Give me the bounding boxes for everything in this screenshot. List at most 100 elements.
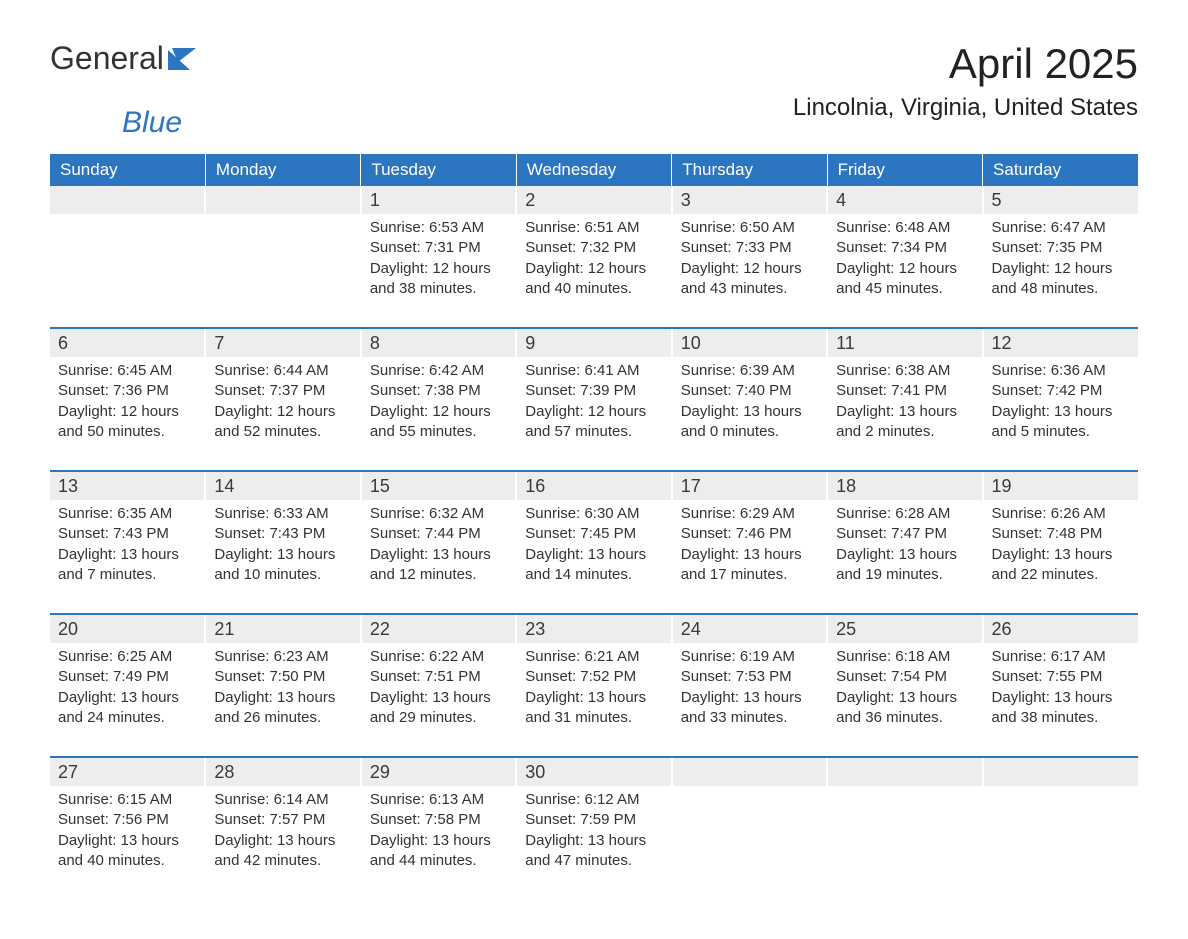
sunrise-text: Sunrise: 6:14 AM — [214, 790, 351, 810]
day-number — [827, 758, 982, 786]
day-cell: Sunrise: 6:45 AMSunset: 7:36 PMDaylight:… — [50, 357, 205, 470]
logo-text-1: General — [50, 40, 164, 77]
day-cell: Sunrise: 6:48 AMSunset: 7:34 PMDaylight:… — [827, 214, 982, 327]
day-cell: Sunrise: 6:25 AMSunset: 7:49 PMDaylight:… — [50, 643, 205, 756]
day-number: 19 — [983, 472, 1138, 500]
daylight-text: Daylight: 13 hours and 17 minutes. — [681, 545, 818, 586]
sunset-text: Sunset: 7:57 PM — [214, 810, 351, 830]
day-cell: Sunrise: 6:28 AMSunset: 7:47 PMDaylight:… — [827, 500, 982, 613]
day-number: 24 — [672, 615, 827, 643]
daylight-text: Daylight: 12 hours and 40 minutes. — [525, 259, 662, 300]
day-number: 20 — [50, 615, 205, 643]
day-cell: Sunrise: 6:50 AMSunset: 7:33 PMDaylight:… — [672, 214, 827, 327]
day-cell: Sunrise: 6:51 AMSunset: 7:32 PMDaylight:… — [516, 214, 671, 327]
sunrise-text: Sunrise: 6:12 AM — [525, 790, 662, 810]
sunrise-text: Sunrise: 6:50 AM — [681, 218, 818, 238]
sunrise-text: Sunrise: 6:32 AM — [370, 504, 507, 524]
day-cell: Sunrise: 6:17 AMSunset: 7:55 PMDaylight:… — [983, 643, 1138, 756]
day-cell: Sunrise: 6:14 AMSunset: 7:57 PMDaylight:… — [205, 786, 360, 899]
day-content-row: Sunrise: 6:53 AMSunset: 7:31 PMDaylight:… — [50, 214, 1138, 327]
sunset-text: Sunset: 7:32 PM — [525, 238, 662, 258]
day-cell: Sunrise: 6:32 AMSunset: 7:44 PMDaylight:… — [361, 500, 516, 613]
day-cell: Sunrise: 6:13 AMSunset: 7:58 PMDaylight:… — [361, 786, 516, 899]
day-number: 11 — [827, 329, 982, 357]
daylight-text: Daylight: 13 hours and 44 minutes. — [370, 831, 507, 872]
sunset-text: Sunset: 7:49 PM — [58, 667, 196, 687]
daylight-text: Daylight: 13 hours and 2 minutes. — [836, 402, 973, 443]
day-content-row: Sunrise: 6:15 AMSunset: 7:56 PMDaylight:… — [50, 786, 1138, 899]
sunset-text: Sunset: 7:40 PM — [681, 381, 818, 401]
sunrise-text: Sunrise: 6:28 AM — [836, 504, 973, 524]
day-number: 6 — [50, 329, 205, 357]
daylight-text: Daylight: 13 hours and 7 minutes. — [58, 545, 196, 586]
day-header-row: Sunday Monday Tuesday Wednesday Thursday… — [50, 154, 1138, 186]
day-cell: Sunrise: 6:29 AMSunset: 7:46 PMDaylight:… — [672, 500, 827, 613]
day-number: 3 — [672, 186, 827, 214]
month-title: April 2025 — [793, 40, 1138, 88]
daylight-text: Daylight: 12 hours and 48 minutes. — [992, 259, 1130, 300]
daylight-text: Daylight: 12 hours and 50 minutes. — [58, 402, 196, 443]
day-content-row: Sunrise: 6:45 AMSunset: 7:36 PMDaylight:… — [50, 357, 1138, 470]
daylight-text: Daylight: 12 hours and 38 minutes. — [370, 259, 507, 300]
daylight-text: Daylight: 13 hours and 36 minutes. — [836, 688, 973, 729]
sunrise-text: Sunrise: 6:19 AM — [681, 647, 818, 667]
sunset-text: Sunset: 7:58 PM — [370, 810, 507, 830]
day-number: 26 — [983, 615, 1138, 643]
day-number-row: 6789101112 — [50, 329, 1138, 357]
sunrise-text: Sunrise: 6:13 AM — [370, 790, 507, 810]
day-header: Tuesday — [361, 154, 516, 186]
daylight-text: Daylight: 13 hours and 31 minutes. — [525, 688, 662, 729]
day-cell: Sunrise: 6:39 AMSunset: 7:40 PMDaylight:… — [672, 357, 827, 470]
day-header: Saturday — [983, 154, 1138, 186]
daylight-text: Daylight: 13 hours and 10 minutes. — [214, 545, 351, 586]
calendar-table: Sunday Monday Tuesday Wednesday Thursday… — [50, 154, 1138, 899]
day-cell: Sunrise: 6:26 AMSunset: 7:48 PMDaylight:… — [983, 500, 1138, 613]
daylight-text: Daylight: 13 hours and 24 minutes. — [58, 688, 196, 729]
sunrise-text: Sunrise: 6:17 AM — [992, 647, 1130, 667]
daylight-text: Daylight: 13 hours and 33 minutes. — [681, 688, 818, 729]
day-number-row: 27282930 — [50, 758, 1138, 786]
sunrise-text: Sunrise: 6:29 AM — [681, 504, 818, 524]
day-content-row: Sunrise: 6:35 AMSunset: 7:43 PMDaylight:… — [50, 500, 1138, 613]
sunrise-text: Sunrise: 6:18 AM — [836, 647, 973, 667]
daylight-text: Daylight: 13 hours and 14 minutes. — [525, 545, 662, 586]
day-number: 5 — [983, 186, 1138, 214]
logo-flag-icon — [168, 48, 196, 70]
day-cell: Sunrise: 6:33 AMSunset: 7:43 PMDaylight:… — [205, 500, 360, 613]
day-cell: Sunrise: 6:23 AMSunset: 7:50 PMDaylight:… — [205, 643, 360, 756]
day-cell — [50, 214, 205, 327]
day-cell: Sunrise: 6:30 AMSunset: 7:45 PMDaylight:… — [516, 500, 671, 613]
day-number: 8 — [361, 329, 516, 357]
day-number: 17 — [672, 472, 827, 500]
sunset-text: Sunset: 7:47 PM — [836, 524, 973, 544]
sunset-text: Sunset: 7:42 PM — [992, 381, 1130, 401]
day-cell — [827, 786, 982, 899]
sunrise-text: Sunrise: 6:51 AM — [525, 218, 662, 238]
location-label: Lincolnia, Virginia, United States — [793, 94, 1138, 122]
sunset-text: Sunset: 7:51 PM — [370, 667, 507, 687]
daylight-text: Daylight: 13 hours and 22 minutes. — [992, 545, 1130, 586]
day-number: 23 — [516, 615, 671, 643]
sunrise-text: Sunrise: 6:25 AM — [58, 647, 196, 667]
sunset-text: Sunset: 7:38 PM — [370, 381, 507, 401]
day-cell: Sunrise: 6:35 AMSunset: 7:43 PMDaylight:… — [50, 500, 205, 613]
sunrise-text: Sunrise: 6:35 AM — [58, 504, 196, 524]
sunset-text: Sunset: 7:39 PM — [525, 381, 662, 401]
sunrise-text: Sunrise: 6:47 AM — [992, 218, 1130, 238]
sunset-text: Sunset: 7:31 PM — [370, 238, 507, 258]
day-header: Wednesday — [516, 154, 671, 186]
day-cell: Sunrise: 6:36 AMSunset: 7:42 PMDaylight:… — [983, 357, 1138, 470]
sunrise-text: Sunrise: 6:38 AM — [836, 361, 973, 381]
day-cell — [205, 214, 360, 327]
day-number: 21 — [205, 615, 360, 643]
sunset-text: Sunset: 7:43 PM — [214, 524, 351, 544]
sunrise-text: Sunrise: 6:36 AM — [992, 361, 1130, 381]
daylight-text: Daylight: 13 hours and 47 minutes. — [525, 831, 662, 872]
sunrise-text: Sunrise: 6:48 AM — [836, 218, 973, 238]
sunset-text: Sunset: 7:37 PM — [214, 381, 351, 401]
day-number: 16 — [516, 472, 671, 500]
day-cell: Sunrise: 6:53 AMSunset: 7:31 PMDaylight:… — [361, 214, 516, 327]
sunset-text: Sunset: 7:54 PM — [836, 667, 973, 687]
day-number — [205, 186, 360, 214]
day-number: 22 — [361, 615, 516, 643]
